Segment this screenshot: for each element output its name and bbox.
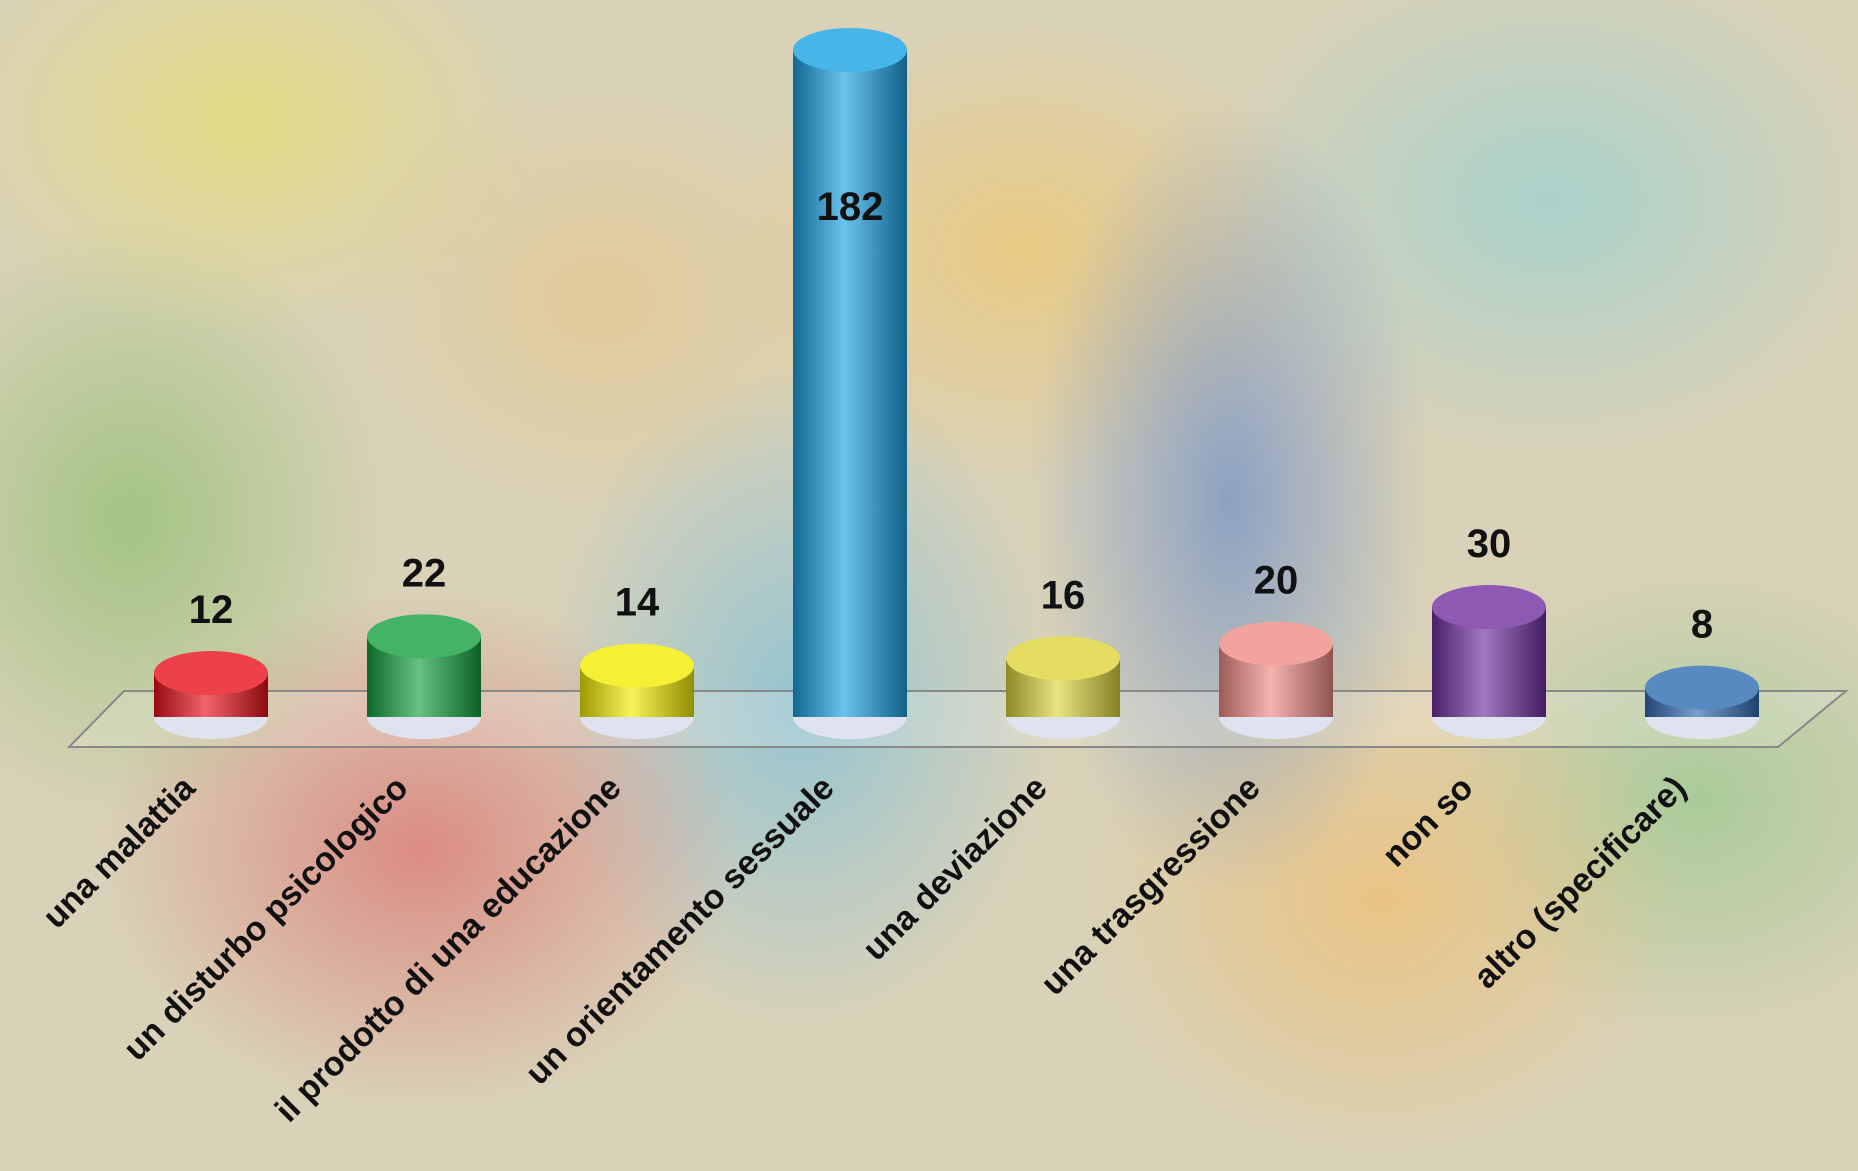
bar-top [367,614,481,659]
bar-top [1006,636,1120,681]
x-tick-label: non so [1375,769,1481,875]
value-label: 30 [1467,522,1512,566]
value-label: 8 [1691,603,1713,647]
bar-top [1219,621,1333,666]
value-label: 182 [817,185,884,229]
x-tick-label: il prodotto di una educazione [268,769,629,1130]
value-label: 12 [189,588,234,632]
x-tick-label: una trasgressione [1034,769,1268,1003]
value-label: 22 [402,551,447,595]
value-label: 14 [615,581,660,625]
value-label: 20 [1254,559,1299,603]
x-tick-label: una malattia [36,768,204,936]
bar-top [793,28,907,72]
x-tick-label: una deviazione [855,769,1054,968]
value-label: 16 [1041,573,1086,617]
bar-top [1645,665,1759,710]
bar-top [154,651,268,696]
bar-top [1432,585,1546,630]
bar-top [580,643,694,688]
x-tick-label: altro (specificare) [1466,769,1693,996]
floor [66,690,1849,748]
bar [793,50,907,717]
